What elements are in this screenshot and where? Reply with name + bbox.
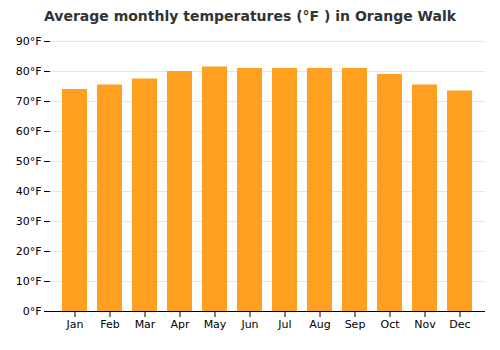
svg-text:0°F: 0°F — [23, 305, 42, 318]
svg-text:10°F: 10°F — [16, 275, 42, 288]
svg-text:80°F: 80°F — [16, 65, 42, 78]
svg-text:60°F: 60°F — [16, 125, 42, 138]
svg-text:Jul: Jul — [277, 318, 291, 331]
svg-text:Jan: Jan — [66, 318, 84, 331]
svg-text:May: May — [204, 318, 227, 331]
svg-text:50°F: 50°F — [16, 155, 42, 168]
svg-text:40°F: 40°F — [16, 185, 42, 198]
html-text:Average monthly temperatures (: Average monthly temperatures (°F ) in Or… — [43, 8, 456, 24]
svg-text:90°F: 90°F — [16, 35, 42, 48]
svg-text:Apr: Apr — [170, 318, 190, 331]
svg-text:Nov: Nov — [414, 318, 436, 331]
svg-text:70°F: 70°F — [16, 95, 42, 108]
svg-text:Dec: Dec — [449, 318, 470, 331]
svg-text:Jun: Jun — [240, 318, 258, 331]
svg-text:Mar: Mar — [135, 318, 156, 331]
svg-text:Sep: Sep — [345, 318, 366, 331]
svg-text:Feb: Feb — [100, 318, 119, 331]
svg-text:Oct: Oct — [380, 318, 400, 331]
svg-text:Aug: Aug — [309, 318, 330, 331]
svg-text:30°F: 30°F — [16, 215, 42, 228]
svg-text:20°F: 20°F — [16, 245, 42, 258]
